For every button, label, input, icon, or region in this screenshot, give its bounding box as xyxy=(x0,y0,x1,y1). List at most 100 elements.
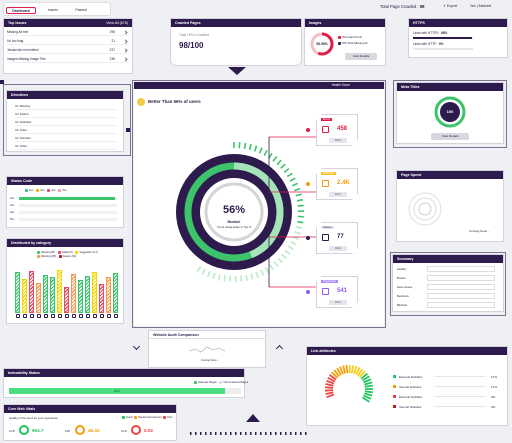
page-speed-panel: Page Speed Coming Soon... xyxy=(396,170,504,242)
export-button[interactable]: ⇪ Export xyxy=(443,4,457,8)
chevron-right-icon xyxy=(123,57,128,62)
gauge-tick xyxy=(201,268,206,275)
legend-label: 2xx xyxy=(29,188,34,192)
http-progress xyxy=(413,48,473,50)
link-gauge-tick xyxy=(362,396,370,403)
total-value: 98 xyxy=(419,4,425,9)
category-bar xyxy=(50,277,55,313)
summary-panel: Summary Healthy Broken Have issues Redirect… xyxy=(392,254,504,312)
connector-dot xyxy=(306,236,310,240)
summary-bar xyxy=(427,284,495,290)
link-label: Internal Nofollow xyxy=(399,404,422,409)
fix-it-button[interactable]: Fix It xyxy=(329,246,347,251)
down-arrow-icon xyxy=(228,67,246,75)
card-value: 541 xyxy=(337,288,348,294)
gauge-tick xyxy=(264,267,270,274)
fix-it-button[interactable]: Fix It xyxy=(329,192,347,197)
link-gauge xyxy=(324,364,373,403)
category-icon xyxy=(36,314,41,318)
view-all-link[interactable]: View All (678) xyxy=(106,21,128,25)
cwv-legend: Good Needs Improvement Poor xyxy=(122,416,173,419)
category-icon xyxy=(71,314,76,318)
top-issues-title: Top Issues xyxy=(8,21,27,25)
meta-view-details-button[interactable]: View Details xyxy=(431,133,469,140)
card-value: 458 xyxy=(337,126,348,132)
directive-row[interactable]: On Missing xyxy=(15,103,117,110)
card-label: Warnings xyxy=(323,172,334,175)
status-row-label: 4xx xyxy=(10,210,15,214)
tab-dashboard[interactable]: Dashboard xyxy=(6,7,36,14)
summary-bar xyxy=(427,293,495,299)
category-bar xyxy=(106,277,111,313)
fix-it-button[interactable]: Fix It xyxy=(329,138,347,143)
category-icon xyxy=(106,314,111,318)
card-icon xyxy=(322,180,329,187)
directive-row[interactable]: On Nofollow xyxy=(15,119,117,126)
category-icon xyxy=(92,314,97,318)
legend-label: Indexed Pages xyxy=(198,380,217,384)
link-label: Internal Dofollow xyxy=(399,384,422,389)
meta-titles-panel: Meta Titles 100 View Details xyxy=(396,82,504,144)
export-icon: ⇪ xyxy=(443,4,446,8)
cwv-ring xyxy=(75,425,85,435)
directive-row[interactable]: On Other xyxy=(15,143,117,150)
total-label: Total Page Crawled : xyxy=(380,4,419,9)
tab-issues[interactable]: Issues xyxy=(48,8,58,12)
category-icon xyxy=(64,314,69,318)
category-bar xyxy=(92,271,97,313)
chevron-right-icon xyxy=(123,48,128,53)
images-view-details-button[interactable]: View Details xyxy=(345,53,377,60)
crawled-value: 98/100 xyxy=(179,41,204,50)
directive-row[interactable]: On Index xyxy=(15,127,117,134)
connector-lines xyxy=(268,136,316,288)
category-bars xyxy=(13,263,121,313)
issue-row[interactable]: Images Missing Image Title 236 xyxy=(7,56,129,63)
link-value: 17% xyxy=(491,374,498,379)
summary-frame xyxy=(390,252,506,316)
gauge-tick xyxy=(263,149,268,156)
better-than-label: Better Than 56% of users xyxy=(148,99,201,104)
link-gauge-tick xyxy=(363,394,372,400)
health-sub: You're doing better in Top % xyxy=(216,225,252,229)
issue-row[interactable]: Javascript not minified 237 xyxy=(7,47,129,54)
https-panel: HTTPS Links with HTTPS : 98% Links with … xyxy=(408,18,508,58)
meta-header: Meta Titles xyxy=(397,83,503,91)
legend-label: Poor xyxy=(167,416,173,420)
meta-value: 100 xyxy=(446,109,454,114)
link-gauge-tick xyxy=(355,367,361,376)
link-gauge-tick xyxy=(363,378,372,384)
card-value: 2.4K xyxy=(337,180,350,186)
category-icon xyxy=(50,314,55,318)
directive-row[interactable]: On Follow xyxy=(15,111,117,118)
card-label: Errors xyxy=(323,118,331,121)
issue-row[interactable]: Missing Alt text 296 xyxy=(7,29,129,36)
link-label: External Nofollow xyxy=(399,394,423,399)
user-menu[interactable]: Yes | Abcheet xyxy=(470,4,492,8)
https-value: 98% xyxy=(441,31,448,35)
link-gauge-tick xyxy=(324,389,334,392)
health-title: Health Score xyxy=(331,83,350,87)
link-gauge-tick xyxy=(339,366,344,375)
tab-passed[interactable]: Passed xyxy=(75,8,87,12)
gauge-tick xyxy=(253,145,258,152)
directive-row[interactable]: On Noindex xyxy=(15,135,117,142)
issue-row[interactable]: Url too long 21 xyxy=(7,38,129,45)
indexability-panel: Indexability Status Indexed Pages Non-In… xyxy=(3,368,248,398)
issue-label: Javascript not minified xyxy=(7,48,39,52)
fix-it-button[interactable]: Fix It xyxy=(329,300,347,305)
summary-label: Blocked xyxy=(397,303,407,307)
images-percent: 56.06% xyxy=(316,42,328,46)
link-gauge-tick xyxy=(364,384,373,388)
status-row-label: 2xx xyxy=(10,196,15,200)
cwv-value: 0.02 xyxy=(144,428,153,433)
card-icon xyxy=(322,234,329,241)
card-value: 77 xyxy=(337,234,344,240)
corner-square xyxy=(126,128,130,132)
gauge-tick xyxy=(281,253,287,260)
images-donut xyxy=(310,32,334,56)
issue-label: Url too long xyxy=(7,39,24,43)
link-gauge-tick xyxy=(364,392,373,397)
link-gauge-tick xyxy=(324,386,334,389)
category-bar xyxy=(64,286,69,313)
card-label: Suggestion xyxy=(323,280,336,283)
